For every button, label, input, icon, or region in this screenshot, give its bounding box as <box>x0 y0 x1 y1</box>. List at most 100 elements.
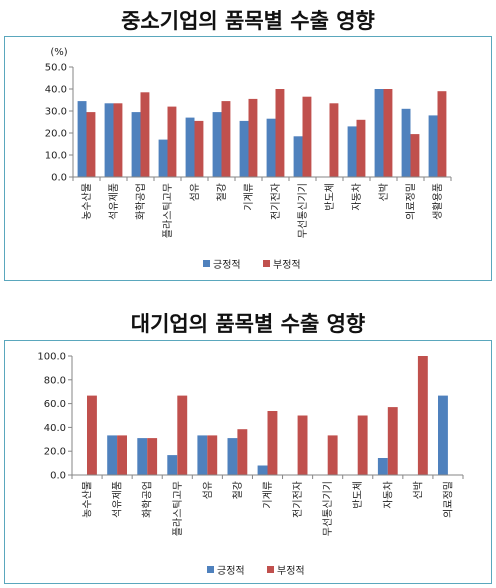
bar-positive <box>227 438 238 475</box>
bar-negative <box>302 96 312 177</box>
bar-negative <box>356 119 366 177</box>
legend-label-positive: 긍정적 <box>217 565 245 577</box>
bar-positive <box>137 438 148 475</box>
category-label: 석유제품 <box>108 183 120 220</box>
bar-negative <box>329 103 339 177</box>
y-axis-unit: (%) <box>50 47 67 58</box>
chart-2-plot: 0.0 20.0 40.0 60.0 80.0 100.0 농수산물 석유제품 화학공업 플라스틱… <box>37 352 464 577</box>
chart-2-title: 대기업의 품목별 수출 영향 <box>130 312 366 336</box>
bar-positive <box>107 435 118 475</box>
category-label: 반도체 <box>352 481 364 509</box>
chart-1-plot: 0.0 10.0 20.0 30.0 40.0 50.0 (%) 농수산물 석유제품 화학공업 플라… <box>45 47 452 271</box>
bar-negative <box>147 438 158 475</box>
y-tick-label: 20.0 <box>45 129 67 140</box>
bar-negative <box>237 429 248 475</box>
bar-negative <box>221 101 231 177</box>
bar-negative <box>387 407 398 475</box>
bar-negative <box>87 395 97 475</box>
bar-positive <box>377 458 388 475</box>
bar-positive <box>257 465 268 475</box>
category-label: 화학공업 <box>141 481 154 518</box>
category-label: 섬유 <box>202 481 214 499</box>
y-tick-label: 100.0 <box>37 352 66 363</box>
category-label: 생활용품 <box>431 183 444 220</box>
bar-negative <box>248 98 258 177</box>
bar-negative <box>410 134 420 177</box>
legend-label-negative: 부정적 <box>277 565 305 577</box>
bar-positive <box>266 118 276 177</box>
bar-negative <box>417 356 428 475</box>
category-label: 기계류 <box>243 183 255 211</box>
bar-negative <box>383 89 393 177</box>
category-label: 전기전자 <box>270 183 282 220</box>
bar-positive <box>104 103 114 177</box>
bar-negative <box>140 92 150 177</box>
category-label: 화학공업 <box>134 183 147 220</box>
y-tick-label: 0.0 <box>51 173 67 184</box>
category-label: 자동차 <box>351 183 363 211</box>
y-tick-label: 50.0 <box>45 63 67 74</box>
category-label: 반도체 <box>324 183 336 211</box>
legend-swatch-positive <box>207 566 214 573</box>
category-label: 섬유 <box>189 183 201 201</box>
category-label: 철강 <box>216 183 228 201</box>
bar-positive <box>438 395 448 475</box>
bar-negative <box>357 415 368 475</box>
bar-positive <box>347 126 357 177</box>
category-label: 무선통신기기 <box>297 183 309 238</box>
bar-negative <box>437 91 447 177</box>
legend-label-positive: 긍정적 <box>213 259 241 271</box>
category-label: 전기전자 <box>292 481 304 518</box>
bar-negative <box>167 106 177 177</box>
y-tick-label: 30.0 <box>45 107 67 118</box>
bar-negative <box>117 435 127 475</box>
category-label: 기계류 <box>262 481 274 509</box>
category-label: 농수산물 <box>82 481 94 518</box>
y-tick-label: 80.0 <box>44 375 66 386</box>
legend-swatch-negative <box>267 566 274 573</box>
bar-negative <box>275 89 285 177</box>
bar-positive <box>374 89 384 177</box>
category-label: 무선통신기기 <box>322 481 334 536</box>
y-tick-label: 10.0 <box>45 151 67 162</box>
chart-1-panel: 0.0 10.0 20.0 30.0 40.0 50.0 (%) 농수산물 석유제품 화학공업 플라… <box>4 36 492 281</box>
legend-swatch-positive <box>203 260 210 267</box>
y-tick-label: 60.0 <box>44 399 66 410</box>
category-label: 철강 <box>232 481 244 499</box>
y-tick-label: 0.0 <box>50 471 66 482</box>
category-label: 자동차 <box>382 481 394 509</box>
bar-negative <box>86 112 96 177</box>
category-label: 의료정밀 <box>443 481 455 518</box>
category-label: 선박 <box>378 183 390 201</box>
bar-positive <box>131 112 141 177</box>
bar-positive <box>239 120 249 177</box>
bar-positive <box>197 435 208 475</box>
bar-negative <box>327 435 338 475</box>
bar-positive <box>185 117 195 177</box>
chart-1-title: 중소기업의 품목별 수출 영향 <box>121 9 375 33</box>
legend-swatch-negative <box>263 260 270 267</box>
bar-negative <box>207 435 218 475</box>
bar-negative <box>267 411 278 475</box>
bar-positive <box>401 108 411 177</box>
bar-negative <box>177 395 188 475</box>
bar-positive <box>167 455 178 475</box>
bar-negative <box>113 103 123 177</box>
category-label: 석유제품 <box>112 481 124 518</box>
bar-negative <box>194 120 204 177</box>
category-label: 의료정밀 <box>405 183 417 220</box>
category-label: 선박 <box>412 481 424 499</box>
bar-negative <box>297 415 308 475</box>
bar-positive <box>77 101 87 177</box>
category-label: 플라스틱고무 <box>162 183 174 238</box>
bar-positive <box>212 112 222 177</box>
y-tick-label: 40.0 <box>45 85 67 96</box>
legend-label-negative: 부정적 <box>273 259 301 271</box>
category-label: 플라스틱고무 <box>172 481 184 536</box>
bar-positive <box>293 136 303 177</box>
chart-2-panel: 0.0 20.0 40.0 60.0 80.0 100.0 농수산물 석유제품 화학공업 플라스틱… <box>4 340 492 584</box>
y-tick-label: 40.0 <box>44 423 66 434</box>
bar-positive <box>428 115 438 177</box>
bar-positive <box>158 139 168 177</box>
y-tick-label: 20.0 <box>44 447 66 458</box>
